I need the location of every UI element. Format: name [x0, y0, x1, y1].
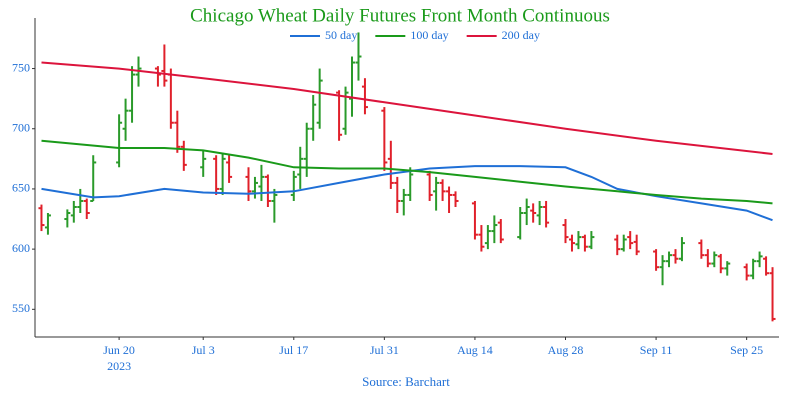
x-tick-label: Jul 17 [279, 343, 308, 357]
y-tick-label: 600 [12, 241, 30, 255]
x-tick-label: Sep 11 [640, 343, 673, 357]
x-tick-label: Sep 25 [730, 343, 763, 357]
y-tick-label: 750 [12, 60, 30, 74]
x-tick-label: Jul 31 [370, 343, 399, 357]
y-tick-label: 700 [12, 120, 30, 134]
legend-label: 50 day [325, 28, 357, 42]
y-tick-label: 650 [12, 181, 30, 195]
ma-line [41, 61, 773, 155]
x-tick-label: Jun 20 [103, 343, 135, 357]
ma-line [41, 139, 773, 205]
source-note: Source: Barchart [362, 374, 450, 389]
x-tick-label: Aug 14 [457, 343, 493, 357]
chart-title: Chicago Wheat Daily Futures Front Month … [190, 5, 610, 26]
y-tick-label: 550 [12, 301, 30, 315]
x-tick-label: Jul 3 [192, 343, 215, 357]
ma-line [41, 165, 773, 222]
x-tick-label: Aug 28 [548, 343, 584, 357]
legend-label: 200 day [502, 28, 540, 42]
legend-label: 100 day [410, 28, 448, 42]
x-year-label: 2023 [107, 359, 131, 373]
